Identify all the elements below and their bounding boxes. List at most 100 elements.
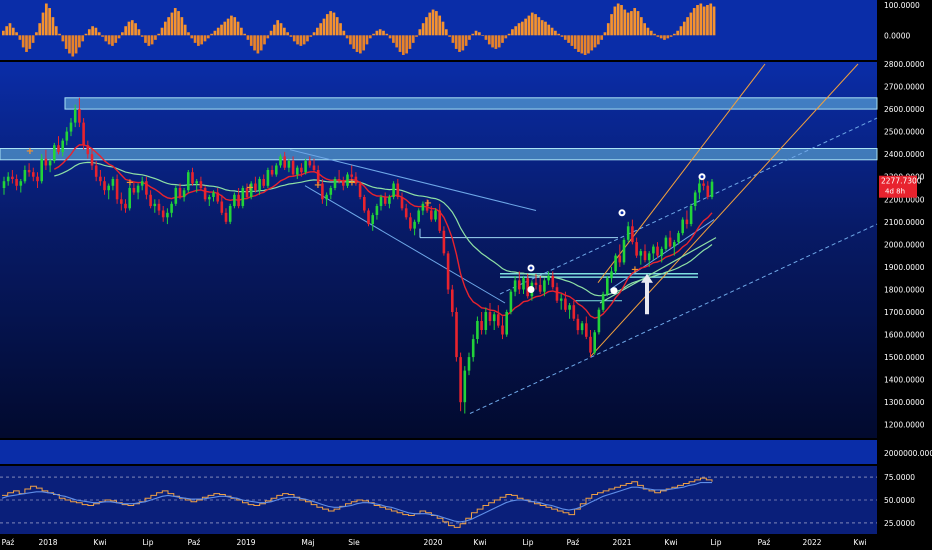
candle-body [438,210,441,231]
bottom-oscillator-panel: 75.0000 50.0000 25.0000 [0,466,915,534]
candle-body [36,176,39,182]
time-axis-label: 2019 [236,538,255,547]
oscillator-bar [236,21,240,36]
time-axis: Paź 2018 Kwi Lip Paź 2019 Maj Sie 2020 Kwi Lip Paź 2… [2,538,867,547]
oscillator-bar [547,24,551,36]
main-axis-tick: 2600.0000 [884,105,925,114]
oscillator-bar [378,29,382,36]
plus-marker: + [631,265,639,276]
oscillator-bar [44,3,48,36]
candle-body [86,145,90,155]
candle-body [270,170,274,175]
candle-body [346,174,349,186]
bottom-axis-tick: 25.0000 [884,519,915,528]
oscillator-bar [137,29,141,36]
time-axis-label: Lip [710,538,721,547]
oscillator-bar [5,26,9,36]
bottom-oscillator-lines [0,476,877,528]
oscillator-bar [692,8,696,36]
oscillator-bar [269,30,273,36]
candle-body [379,197,383,206]
oscillator-bar [342,30,346,36]
oscillator-bar [421,23,425,36]
signal-dot [527,286,535,293]
oscillator-bar [425,17,428,36]
oscillator-bar [150,35,154,45]
oscillator-bar [74,35,78,54]
candle-body [329,188,333,195]
oscillator-bar [124,26,128,36]
oscillator-bar [266,35,270,39]
oscillator-bar [246,35,250,40]
candle-body [480,321,483,330]
candle-body [467,357,471,371]
oscillator-bar [600,35,604,40]
oscillator-bar [663,35,666,40]
oscillator-bar [706,5,709,36]
candle-body [203,188,207,200]
candle-body [69,122,73,132]
candle-body [258,179,261,191]
top-axis-tick: 100.0000 [884,1,920,10]
oscillator-bar [279,23,283,36]
oscillator-bar [587,35,590,54]
oscillator-bar [375,30,379,36]
oscillator-bar [130,20,134,36]
oscillator-bar [524,18,527,36]
oscillator-bar [643,23,646,36]
oscillator-bar [593,35,597,48]
oscillator-bar [567,35,570,43]
plus-marker: + [26,146,34,157]
oscillator-bar [233,17,237,36]
oscillator-bar [91,26,94,36]
oscillator-bar [349,35,352,45]
main-axis-tick: 1400.0000 [884,376,925,385]
candle-body [73,109,77,123]
oscillator-bar [709,3,713,36]
oscillator-bar [345,35,349,39]
candle-body [488,312,492,321]
oscillator-bar [306,35,309,42]
main-axis-tick: 2000.0000 [884,240,925,249]
oscillator-bar [428,12,432,36]
candle-body [375,206,379,215]
candle-body [656,246,659,256]
candle-body [136,185,140,193]
oscillator-bar [444,29,448,36]
candle-body [710,181,714,197]
top-oscillator-bars [2,3,716,57]
oscillator-bar [676,30,680,36]
oscillator-bar [464,35,468,46]
oscillator-bar [478,32,481,36]
candle-body [275,165,278,175]
oscillator-bar [206,35,210,39]
oscillator-bar [659,35,663,39]
candle-body [312,165,316,170]
oscillator-bar [487,35,491,45]
oscillator-bar [230,15,233,36]
candle-body [107,185,110,191]
candle-body [27,170,31,173]
candle-body [622,239,626,263]
candle-body [254,183,257,191]
resistance-zone [64,97,878,110]
oscillator-bar [48,8,51,36]
channel-line [304,185,506,304]
candle-body [497,314,500,326]
candle-body [409,217,412,229]
candle-body [698,183,701,193]
candle-body [132,188,136,193]
oscillator-bar [154,35,157,40]
candle-body [291,160,295,175]
candle-body [555,287,559,301]
oscillator-bar [216,27,220,36]
oscillator-bar [603,32,607,36]
oscillator-bar [203,35,207,42]
candle-body [518,280,521,290]
candle-body [543,280,546,292]
oscillator-bar [563,35,567,40]
oscillator-bar [31,35,35,43]
oscillator-bar [220,24,223,36]
candle-body [266,170,270,186]
